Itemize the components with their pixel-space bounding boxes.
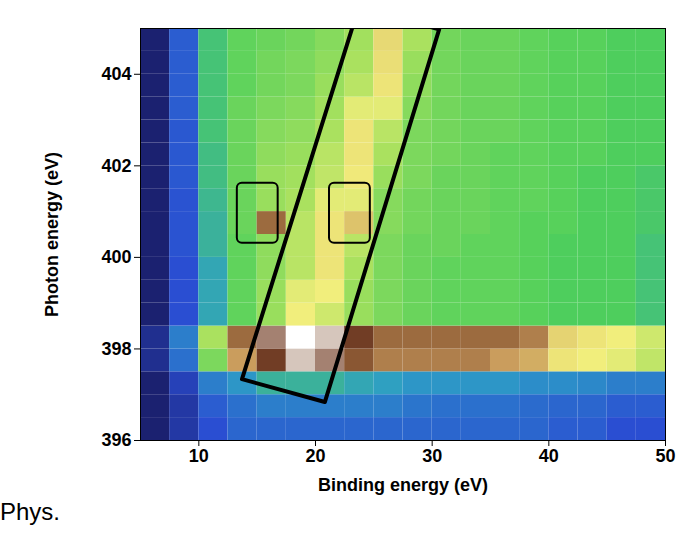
svg-text:Binding energy (eV): Binding energy (eV) — [318, 475, 488, 495]
svg-text:402: 402 — [101, 156, 131, 176]
svg-text:20: 20 — [305, 446, 325, 466]
svg-text:30: 30 — [422, 446, 442, 466]
svg-text:10: 10 — [189, 446, 209, 466]
svg-text:40: 40 — [539, 446, 559, 466]
svg-text:50: 50 — [655, 446, 675, 466]
svg-text:400: 400 — [101, 247, 131, 267]
html-text:Phys.: Phys. — [0, 498, 60, 525]
svg-text:398: 398 — [101, 339, 131, 359]
svg-text:Photon energy (eV): Photon energy (eV) — [42, 152, 62, 317]
svg-text:404: 404 — [101, 64, 131, 84]
svg-text:396: 396 — [101, 430, 131, 450]
